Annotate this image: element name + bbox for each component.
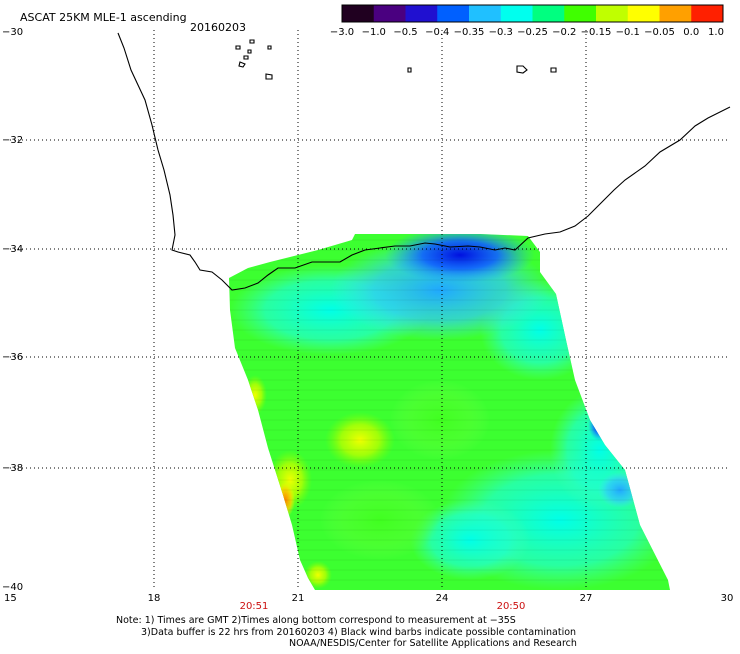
lat-tick: −30 xyxy=(2,27,23,38)
lat-tick: −32 xyxy=(2,135,23,146)
lon-tick: 15 xyxy=(4,593,17,604)
coastline-mainland xyxy=(117,32,731,291)
map-date: 20160203 xyxy=(190,21,246,34)
lon-axis-labels: 15 18 21 24 27 30 xyxy=(4,593,733,604)
note-line: NOAA/NESDIS/Center for Satellite Applica… xyxy=(289,638,577,649)
colorbar-swatch xyxy=(627,5,660,22)
colorbar-swatches xyxy=(342,5,724,22)
colorbar-swatch xyxy=(373,5,406,22)
lon-tick: 27 xyxy=(580,593,593,604)
lat-axis-labels: −30 −32 −34 −36 −38 −40 xyxy=(2,27,23,593)
pass-time: 20:51 xyxy=(240,601,269,612)
swath-pixel-grid xyxy=(229,239,670,581)
colorbar-tick: −0.5 xyxy=(393,27,417,38)
colorbar-tick: −0.2 xyxy=(552,27,576,38)
note-line: Note: 1) Times are GMT 2)Times along bot… xyxy=(116,615,516,626)
swath-field xyxy=(229,234,670,590)
colorbar-swatch xyxy=(405,5,438,22)
colorbar-tick: 1.0 xyxy=(708,27,724,38)
colorbar-tick: −0.05 xyxy=(644,27,675,38)
colorbar-tick: −0.15 xyxy=(581,27,612,38)
colorbar-swatch xyxy=(500,5,533,22)
colorbar-tick: −0.1 xyxy=(616,27,640,38)
lat-tick: −36 xyxy=(2,352,23,363)
map-title: ASCAT 25KM MLE-1 ascending xyxy=(20,11,187,24)
lat-tick: −34 xyxy=(2,244,23,255)
lon-tick: 30 xyxy=(721,593,734,604)
pass-time: 20:50 xyxy=(497,601,526,612)
colorbar-tick: −0.35 xyxy=(454,27,485,38)
colorbar-tick: 0.0 xyxy=(683,27,699,38)
colorbar-tick: −0.3 xyxy=(489,27,513,38)
colorbar-ticks: −3.0 −1.0 −0.5 −0.4 −0.35 −0.3 −0.25 −0.… xyxy=(330,27,724,38)
colorbar-tick: −3.0 xyxy=(330,27,354,38)
coastline xyxy=(117,32,731,291)
lon-tick: 18 xyxy=(148,593,161,604)
colorbar-tick: −1.0 xyxy=(362,27,386,38)
colorbar-swatch xyxy=(659,5,692,22)
lon-tick: 24 xyxy=(436,593,449,604)
colorbar: −3.0 −1.0 −0.5 −0.4 −0.35 −0.3 −0.25 −0.… xyxy=(330,4,724,38)
lat-tick: −38 xyxy=(2,463,23,474)
colorbar-swatch xyxy=(532,5,565,22)
colorbar-swatch xyxy=(437,5,470,22)
colorbar-tick: −0.25 xyxy=(517,27,548,38)
colorbar-frame xyxy=(341,4,724,23)
colorbar-swatch xyxy=(469,5,502,22)
footnotes: Note: 1) Times are GMT 2)Times along bot… xyxy=(116,615,577,649)
coastline-island xyxy=(235,39,273,80)
note-line: 3)Data buffer is 22 hrs from 20160203 4)… xyxy=(141,627,576,638)
coastline-island xyxy=(407,65,557,74)
lon-tick: 21 xyxy=(292,593,305,604)
colorbar-swatch xyxy=(342,5,375,22)
colorbar-swatch xyxy=(564,5,597,22)
colorbar-tick: −0.4 xyxy=(425,27,449,38)
lat-tick: −40 xyxy=(2,582,23,593)
colorbar-swatch xyxy=(691,5,724,22)
colorbar-swatch xyxy=(596,5,629,22)
graticule xyxy=(10,30,730,587)
